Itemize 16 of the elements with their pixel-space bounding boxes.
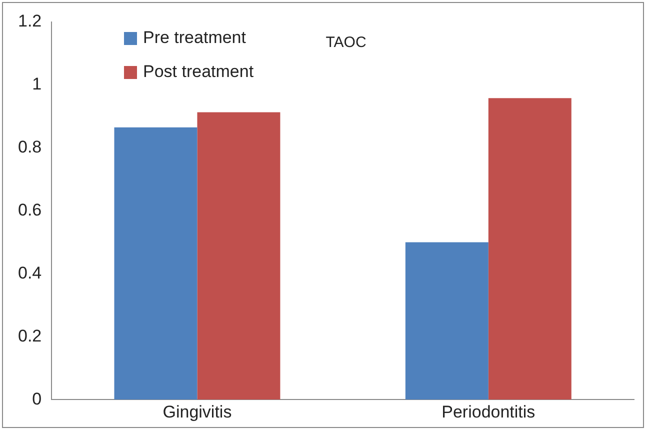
y-tick-label: 0: [32, 389, 42, 408]
bar: [488, 98, 572, 400]
legend-label: Pre treatment: [143, 28, 246, 48]
y-tick-label: 0.6: [18, 200, 42, 220]
bar: [197, 112, 280, 400]
bar: [405, 242, 488, 400]
y-tick-label: 1: [32, 74, 42, 94]
text: TAOC: [326, 34, 366, 51]
y-tick-label: 0.4: [18, 263, 42, 282]
y-tick-label: 0.8: [18, 138, 42, 157]
bar: [114, 127, 198, 400]
y-tick-label: 0.2: [18, 326, 42, 346]
y-tick-label: 1.2: [18, 12, 42, 31]
x-tick-label: Periodontitis: [442, 402, 536, 422]
x-tick-label: Gingivitis: [162, 402, 232, 422]
legend-label: Post treatment: [143, 62, 254, 82]
